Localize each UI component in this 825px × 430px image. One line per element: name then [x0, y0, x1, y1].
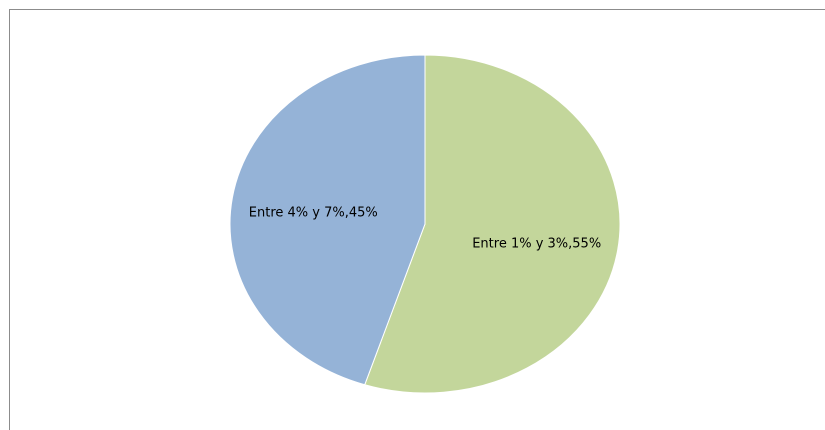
pie-slice-1 — [364, 54, 621, 394]
slice-data-label-2: Entre 4% y 7%,45% — [249, 205, 378, 220]
slice-data-label-1: Entre 1% y 3%,55% — [472, 237, 601, 252]
pie-slice-2 — [229, 54, 426, 386]
